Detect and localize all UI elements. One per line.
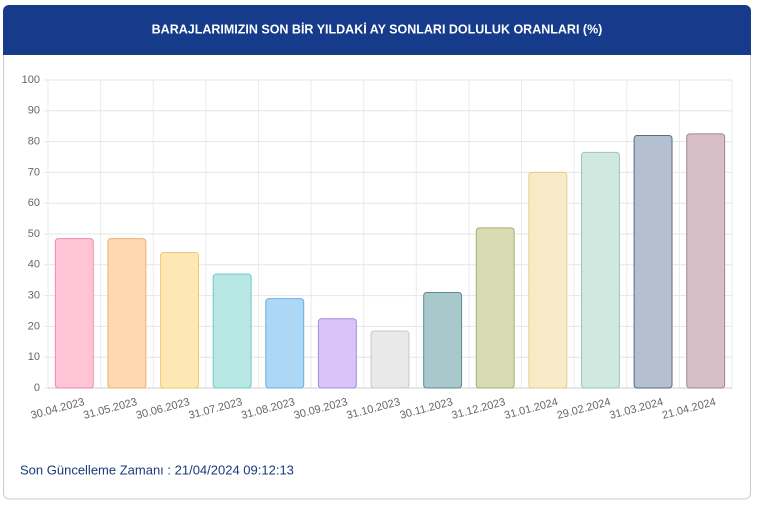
bar (528, 171, 568, 389)
y-tick-label: 100 (22, 74, 40, 86)
y-tick-label: 30 (28, 290, 40, 302)
y-tick-label: 20 (28, 320, 40, 332)
y-tick-label: 10 (28, 351, 40, 363)
y-tick-label: 60 (28, 197, 40, 209)
y-tick-label: 90 (28, 105, 40, 117)
bar (160, 251, 199, 389)
bar (686, 133, 726, 389)
y-tick-label: 70 (28, 166, 40, 178)
bar (107, 238, 147, 389)
y-tick-label: 80 (28, 136, 40, 148)
header (3, 5, 751, 55)
y-tick-label: 40 (28, 259, 40, 271)
bar (212, 273, 252, 389)
footer-text: Son Güncelleme Zamanı : 21/04/2024 09:12… (20, 462, 294, 477)
bar (54, 238, 94, 389)
bar (423, 292, 463, 389)
bar (475, 227, 515, 389)
bar (633, 134, 673, 389)
bar (265, 298, 305, 389)
bar (581, 151, 620, 389)
y-tick-label: 0 (34, 382, 40, 394)
chart-title: BARAJLARIMIZIN SON BİR YILDAKİ AY SONLAR… (152, 21, 603, 36)
bar (317, 318, 357, 389)
y-tick-label: 50 (28, 228, 40, 240)
bar (370, 330, 410, 389)
